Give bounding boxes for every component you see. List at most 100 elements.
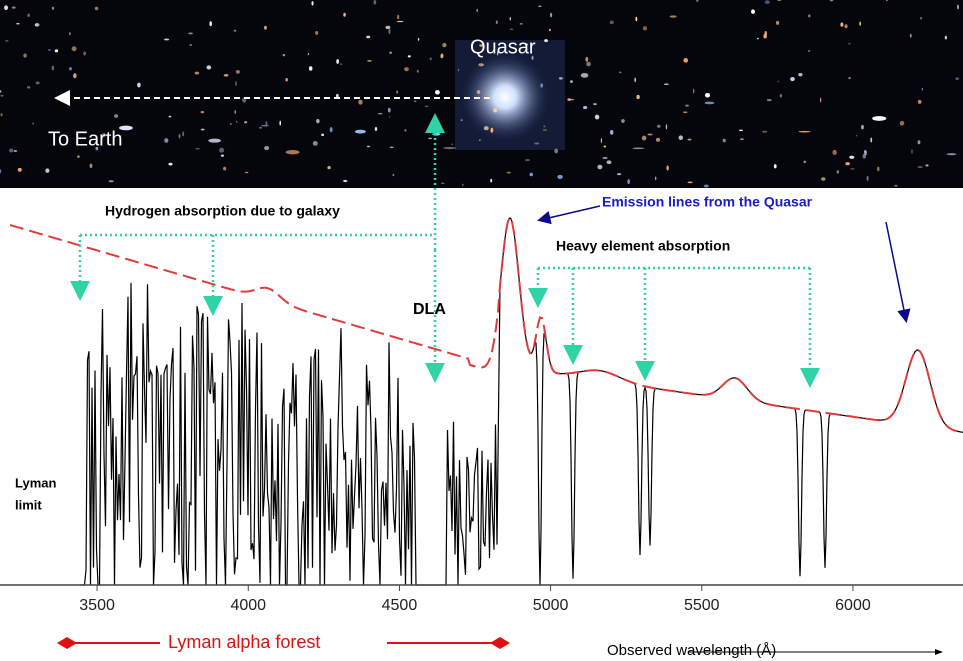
galaxy [548,28,551,32]
galaxy [925,164,929,167]
galaxy [894,184,898,187]
galaxy [885,0,888,1]
galaxy [234,110,236,114]
x-tick-label: 6000 [835,597,871,614]
galaxy [911,149,913,154]
galaxy [666,165,669,171]
galaxy [955,77,960,80]
galaxy [282,53,286,57]
galaxy [829,0,834,2]
galaxy [524,43,529,46]
galaxy [570,98,575,101]
galaxy [764,31,767,36]
galaxy [366,145,371,148]
galaxy [316,118,320,124]
galaxy [413,100,417,103]
galaxy [476,8,478,13]
galaxy [26,86,31,89]
galaxy [909,33,912,38]
galaxy [641,135,647,141]
galaxy [519,23,523,25]
galaxy [451,143,453,146]
galaxy [766,98,772,102]
galaxy [832,149,837,156]
galaxy [876,166,880,172]
x-tick-label: 4500 [382,597,418,614]
galaxy [609,20,614,25]
galaxy [610,129,614,135]
galaxy [307,52,310,56]
galaxy [798,130,811,133]
galaxy [804,160,806,163]
galaxy [389,146,394,149]
galaxy [585,56,589,62]
galaxy [343,179,348,183]
galaxy [538,5,542,7]
galaxy [479,44,484,47]
galaxy [69,32,71,36]
heavy-label: Heavy element absorption [556,238,730,254]
galaxy [265,121,268,126]
galaxy [244,121,248,124]
galaxy [259,126,263,129]
x-axis-label: Observed wavelength (Å) [607,642,776,659]
galaxy [396,20,404,23]
galaxy [840,22,844,27]
galaxy [495,20,498,25]
emission-arrow [885,221,911,323]
galaxy [432,132,441,136]
galaxy [593,103,597,105]
galaxy [0,94,4,97]
x-tick-label: 4000 [230,597,266,614]
galaxy [849,155,855,159]
galaxy [89,163,93,169]
galaxy [506,171,511,174]
galaxy [642,26,648,31]
galaxy [102,132,107,137]
galaxy [285,149,300,155]
galaxy [329,127,333,133]
galaxy [751,9,756,14]
galaxy [558,77,563,80]
galaxy [388,116,391,118]
galaxy [762,130,768,133]
galaxy [845,162,850,166]
galaxy [703,184,709,188]
x-tick-label: 5500 [684,597,720,614]
galaxy [479,139,481,142]
galaxy [583,105,588,110]
galaxy [859,21,861,26]
emission-arrow [537,205,601,225]
galaxy [917,166,923,168]
galaxy [594,114,600,120]
galaxy [264,25,267,30]
quasar-label: Quasar [470,36,536,58]
galaxy [189,44,193,46]
galaxy [397,14,400,20]
galaxy [656,124,661,128]
galaxy [946,153,957,156]
galaxy [164,138,169,143]
galaxy [636,94,640,100]
galaxy [244,171,249,174]
galaxy [777,0,782,2]
galaxy [235,70,240,74]
galaxy [665,124,668,130]
galaxy [807,49,811,53]
galaxy [0,113,3,117]
galaxy [554,148,559,154]
galaxy [917,140,921,145]
galaxy [606,160,612,165]
galaxy [392,173,395,177]
galaxy [850,168,855,170]
galaxy [374,126,378,131]
galaxy [385,25,391,30]
galaxy [261,124,269,127]
x-tick-label: 5000 [533,597,569,614]
earth-label: To Earth [48,128,122,150]
lyman-limit-label: Lyman [15,475,56,490]
galaxy [790,76,795,82]
galaxy [861,124,864,130]
galaxy [704,101,715,105]
galaxy [321,133,325,137]
